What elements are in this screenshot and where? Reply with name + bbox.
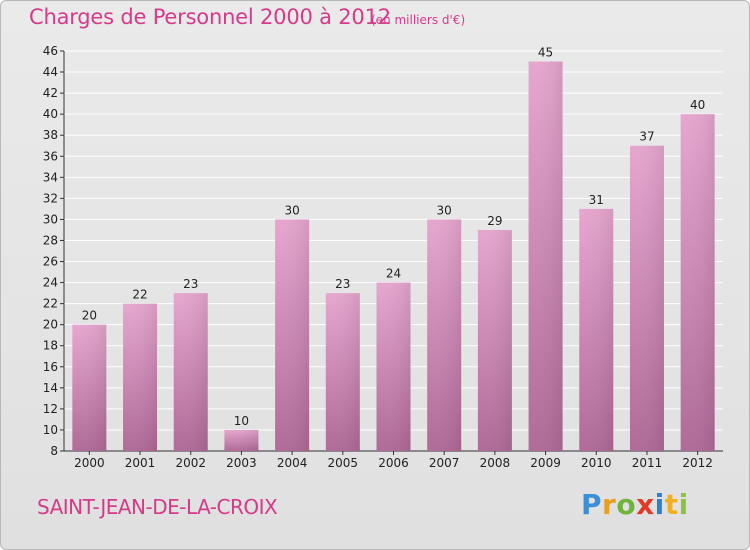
bar-shade <box>275 219 310 451</box>
y-tick-label: 22 <box>43 297 58 311</box>
y-tick-label: 40 <box>43 107 58 121</box>
x-tick-label: 2007 <box>429 456 460 470</box>
bar-shade <box>427 219 462 451</box>
x-tick-label: 2009 <box>530 456 561 470</box>
bar-shade <box>224 429 259 451</box>
bar-shade <box>123 303 158 451</box>
x-tick-label: 2002 <box>175 456 206 470</box>
bar-shade <box>173 293 208 451</box>
bar-value-label: 30 <box>284 203 299 217</box>
y-tick-label: 28 <box>43 233 58 247</box>
bar-shade <box>528 61 563 452</box>
y-tick-label: 8 <box>50 444 58 458</box>
y-tick-label: 42 <box>43 86 58 100</box>
x-tick-label: 2004 <box>277 456 308 470</box>
bars <box>72 61 715 452</box>
bar-value-label: 29 <box>487 214 502 228</box>
bar-value-label: 20 <box>82 309 97 323</box>
y-tick-label: 18 <box>43 339 58 353</box>
bar-value-label: 24 <box>386 267 401 281</box>
bar-value-label: 22 <box>132 288 147 302</box>
commune-name: SAINT-JEAN-DE-LA-CROIX <box>37 495 278 519</box>
chart-unit: (en milliers d'€) <box>371 13 466 27</box>
y-tick-label: 14 <box>43 381 58 395</box>
chart-title: Charges de Personnel 2000 à 2012 <box>29 5 391 29</box>
bar-shade <box>477 229 512 451</box>
y-tick-label: 34 <box>43 170 58 184</box>
x-tick-label: 2010 <box>581 456 612 470</box>
bar-value-label: 40 <box>690 98 705 112</box>
bar-value-label: 10 <box>234 414 249 428</box>
bar-value-label: 23 <box>335 277 350 291</box>
y-tick-label: 20 <box>43 318 58 332</box>
x-tick-label: 2011 <box>632 456 663 470</box>
labels: 8 10 12 14 16 18 20 22 24 26 28 30 32 34 36 38 40 42 44 46 2… <box>43 44 713 470</box>
bar-value-label: 23 <box>183 277 198 291</box>
x-tick-label: 2008 <box>480 456 511 470</box>
x-tick-label: 2006 <box>378 456 409 470</box>
y-tick-label: 12 <box>43 402 58 416</box>
bar-value-label: 37 <box>639 130 654 144</box>
y-tick-label: 36 <box>43 149 58 163</box>
y-tick-label: 26 <box>43 255 58 269</box>
y-tick-label: 24 <box>43 276 58 290</box>
x-tick-label: 2000 <box>74 456 105 470</box>
bar-shade <box>629 145 664 451</box>
bar-value-label: 31 <box>589 193 604 207</box>
bar-value-label: 45 <box>538 46 553 60</box>
bar-shade <box>72 324 107 451</box>
bar-shade <box>680 114 715 451</box>
x-tick-label: 2012 <box>682 456 713 470</box>
bar-shade <box>579 208 614 451</box>
y-tick-label: 30 <box>43 212 58 226</box>
y-tick-label: 32 <box>43 191 58 205</box>
y-tick-label: 46 <box>43 44 58 58</box>
bar-shade <box>376 282 411 451</box>
y-tick-label: 38 <box>43 128 58 142</box>
y-tick-label: 10 <box>43 423 58 437</box>
x-tick-label: 2001 <box>125 456 156 470</box>
bar-value-label: 30 <box>437 203 452 217</box>
y-tick-label: 44 <box>43 65 58 79</box>
y-tick-label: 16 <box>43 360 58 374</box>
x-tick-label: 2003 <box>226 456 257 470</box>
x-tick-label: 2005 <box>328 456 359 470</box>
proxiti-logo: Proxiti <box>581 488 689 521</box>
bar-shade <box>325 293 360 451</box>
